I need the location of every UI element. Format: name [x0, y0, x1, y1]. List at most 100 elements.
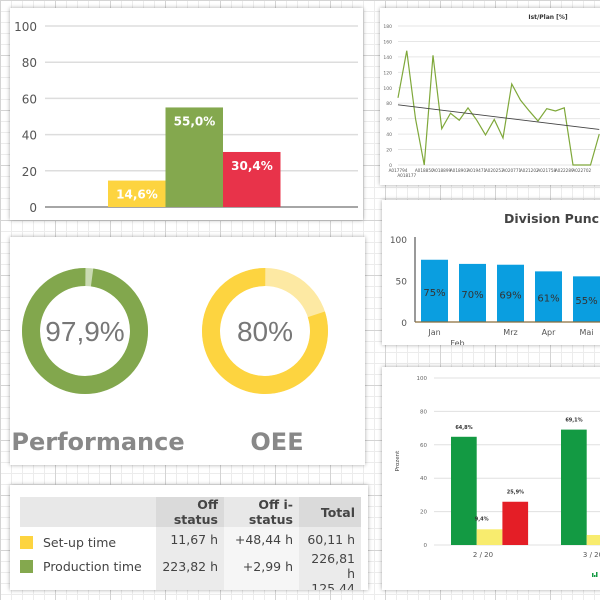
monthly-percent-panel: 0 20 40 60 80 100 Prozent 64,8% 9,4% 25,9% 2 / 20 6… [382, 367, 600, 590]
bar [108, 180, 166, 207]
y-tick-label: 0 [389, 163, 392, 169]
row-label-cell: Set-up time [20, 527, 156, 551]
y-tick-label: 100 [14, 20, 37, 34]
y-tick-label: 50 [396, 278, 408, 288]
division-punching-chart: Division Punching 0 50 100 75% Jan 70% Feb 69% Mr… [390, 211, 600, 345]
data-label: 75% [423, 288, 445, 299]
y-tick-label: 20 [22, 165, 37, 179]
gauge-arc [21, 268, 148, 394]
cell-off-i-status: +48,44 h [224, 527, 299, 551]
bar [561, 429, 587, 545]
y-tick-label: 80 [420, 409, 427, 415]
bar [459, 263, 486, 322]
gauges: 97,9% Performance 80% OEE [11, 268, 328, 456]
y-tick-label: 40 [22, 129, 37, 143]
y-tick-label: 100 [417, 376, 428, 382]
x-tick-label: A018177 [397, 173, 416, 178]
y-tick-label: 180 [383, 24, 392, 30]
time-table-panel: Off status Off i-status Total Set-up tim… [10, 485, 368, 590]
y-tick-label: 60 [22, 92, 37, 106]
chart-title: Ist/Plan [%] [528, 14, 567, 21]
row-label-cell: Interruption time [20, 581, 156, 590]
bar [502, 501, 529, 545]
data-label: 25,9% [507, 490, 524, 496]
y-tick-label: 80 [22, 56, 37, 70]
y-tick-label: 80 [386, 101, 392, 107]
row-label-cell: Production time [20, 551, 156, 581]
y-tick-label: 40 [420, 476, 427, 482]
distribution-chart: 0 20 40 60 80 100 14,6% 55,0% 30,4% [14, 20, 358, 215]
data-label: 69% [499, 290, 521, 301]
bar [497, 264, 524, 322]
x-tick-label: A019471 [467, 168, 486, 173]
table-row: Set-up time 11,67 h +48,44 h 60,11 h [20, 527, 361, 551]
cell-off-status: 11,67 h [156, 527, 224, 551]
bar [165, 107, 223, 207]
bar [451, 436, 477, 545]
header-off-i-status: Off i-status [224, 497, 299, 527]
gauge-value: 80% [237, 316, 293, 347]
division-punching-panel: Division Punching 0 50 100 75% Jan 70% Feb 69% Mr… [382, 200, 600, 345]
icon-bar [592, 573, 594, 577]
table-row: Interruption time 176,87 h-51,43 h125,44 … [20, 581, 361, 590]
x-tick-label: Mrz [503, 328, 517, 337]
x-tick-label: A018850 [415, 168, 434, 173]
x-tick-label: Feb [450, 339, 464, 345]
cell-off-i-status: -51,43 h [224, 581, 299, 590]
y-tick-label: 0 [424, 543, 428, 549]
color-swatch [20, 559, 33, 573]
row-label: Production time [43, 558, 142, 574]
distribution-chart-panel: 0 20 40 60 80 100 14,6% 55,0% 30,4% [10, 8, 363, 220]
data-label: 69,1% [565, 418, 582, 424]
bar [421, 259, 448, 322]
cell-off-status: 223,82 h [156, 551, 224, 581]
icon-bar [596, 572, 598, 577]
cell-total: 125,44 h [299, 581, 361, 590]
y-tick-label: 40 [386, 132, 392, 138]
gauge-title: Performance [11, 428, 184, 456]
row-label: Set-up time [43, 534, 117, 550]
y-tick-label: 0 [401, 319, 407, 329]
gauge-title: OEE [250, 428, 303, 456]
row-label: Interruption time [43, 589, 149, 591]
data-label: 70% [461, 290, 483, 301]
ist-plan-chart-panel: Ist/Plan [%] 0 20 40 60 80 100 120 140 160 180 A017… [380, 8, 600, 185]
bar [535, 271, 562, 322]
table-header-row: Off status Off i-status Total [20, 497, 361, 527]
time-table: Off status Off i-status Total Set-up tim… [20, 497, 361, 590]
y-tick-label: 160 [383, 39, 392, 45]
y-tick-label: 20 [420, 510, 427, 516]
cell-off-i-status: +2,99 h [224, 551, 299, 581]
header-total: Total [299, 497, 361, 527]
data-label: 61% [537, 294, 559, 305]
header-off-status: Off status [156, 497, 224, 527]
x-tick-label: Apr [542, 328, 557, 337]
x-tick-label: A020771 [502, 168, 521, 173]
bar [573, 276, 600, 322]
gauge-arc [202, 268, 328, 394]
x-tick-label: A018903 [450, 168, 469, 173]
color-swatch [20, 589, 33, 590]
icon-bar [594, 575, 596, 577]
x-tick-label: A018899 [432, 168, 451, 173]
data-label: 64,8% [455, 425, 472, 431]
chart-title: Division Punching [504, 211, 600, 226]
x-tick-label: Mai [579, 328, 593, 337]
y-tick-label: 100 [383, 86, 392, 92]
monthly-percent-chart: 0 20 40 60 80 100 Prozent 64,8% 9,4% 25,9% 2 / 20 6… [395, 376, 600, 577]
x-tick-label: A022289 [555, 168, 574, 173]
table-row: Production time 223,82 h +2,99 h 226,81 h [20, 551, 361, 581]
y-axis-label: Prozent [395, 450, 401, 471]
x-tick-label: A022702 [572, 168, 591, 173]
gauges-panel: 97,9% Performance 80% OEE [10, 237, 365, 465]
ist-plan-chart: Ist/Plan [%] 0 20 40 60 80 100 120 140 160 180 A017… [383, 14, 600, 178]
y-tick-label: 60 [420, 443, 427, 449]
data-label: 55% [575, 296, 597, 307]
color-swatch [20, 535, 33, 549]
y-tick-label: 120 [383, 70, 392, 76]
x-tick-label: A017794 [389, 168, 408, 173]
x-tick-label: 2 / 20 [473, 551, 493, 559]
bar [476, 529, 503, 545]
header-label [20, 497, 156, 527]
gauge-value: 97,9% [45, 316, 124, 347]
